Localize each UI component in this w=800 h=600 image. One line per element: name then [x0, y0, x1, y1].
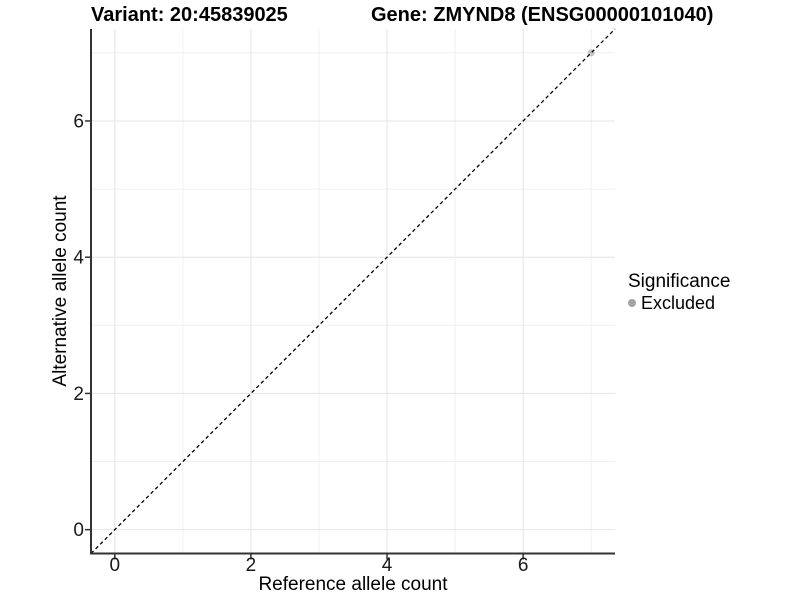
x-tick-label: 2: [246, 555, 257, 576]
y-tick-label: 6: [73, 111, 84, 132]
legend-item-excluded: Excluded: [628, 293, 730, 313]
x-tick-label: 0: [110, 555, 121, 576]
x-tick-label: 6: [518, 555, 529, 576]
y-axis-title: Alternative allele count: [50, 195, 71, 387]
gene-title: Gene: ZMYND8 (ENSG00000101040): [371, 4, 714, 26]
y-tick-label: 2: [73, 384, 84, 405]
legend: Significance Excluded: [628, 271, 730, 313]
x-axis-title: Reference allele count: [258, 574, 448, 595]
variant-title: Variant: 20:45839025: [91, 4, 288, 26]
y-tick-label: 4: [73, 248, 84, 269]
legend-title: Significance: [628, 271, 731, 292]
identity-dashed-line: [90, 28, 616, 554]
y-tick-label: 0: [73, 520, 84, 541]
legend-marker-circle-icon: [628, 299, 636, 307]
x-tick-label: 4: [382, 555, 393, 576]
legend-item-label: Excluded: [641, 293, 716, 313]
